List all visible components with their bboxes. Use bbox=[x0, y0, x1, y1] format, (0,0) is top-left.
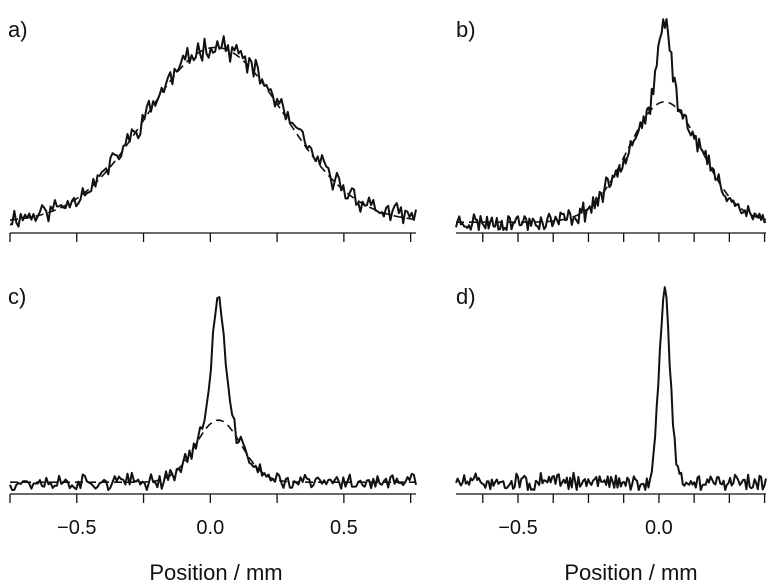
x-tick-label: 0.5 bbox=[330, 517, 358, 539]
measured-profile-line bbox=[455, 286, 767, 491]
panel-d: d) −0.5 0.0 Position / mm bbox=[455, 284, 767, 584]
panel-b: b) bbox=[455, 17, 767, 242]
panel-label: c) bbox=[8, 284, 26, 309]
fit-profile-dashed-line bbox=[456, 100, 767, 223]
x-tick-label: 0.0 bbox=[645, 517, 673, 539]
panel-label: d) bbox=[456, 284, 476, 309]
x-tick-label: −0.5 bbox=[57, 517, 96, 539]
x-tick-label: 0.0 bbox=[196, 517, 224, 539]
panel-label: a) bbox=[8, 17, 28, 42]
panel-a: a) bbox=[8, 17, 417, 242]
panel-c: c) −0.5 0.0 0.5 Position / mm bbox=[8, 284, 417, 584]
measured-profile-line bbox=[9, 296, 417, 491]
x-axis-title: Position / mm bbox=[564, 560, 697, 584]
panel-label: b) bbox=[456, 17, 476, 42]
x-axis-title: Position / mm bbox=[149, 560, 282, 584]
fit-profile-dashed-line bbox=[9, 46, 417, 221]
x-tick-label: −0.5 bbox=[498, 517, 537, 539]
measured-profile-line bbox=[9, 35, 417, 228]
fit-profile-dashed-line bbox=[10, 419, 416, 484]
measured-profile-line bbox=[455, 18, 767, 231]
